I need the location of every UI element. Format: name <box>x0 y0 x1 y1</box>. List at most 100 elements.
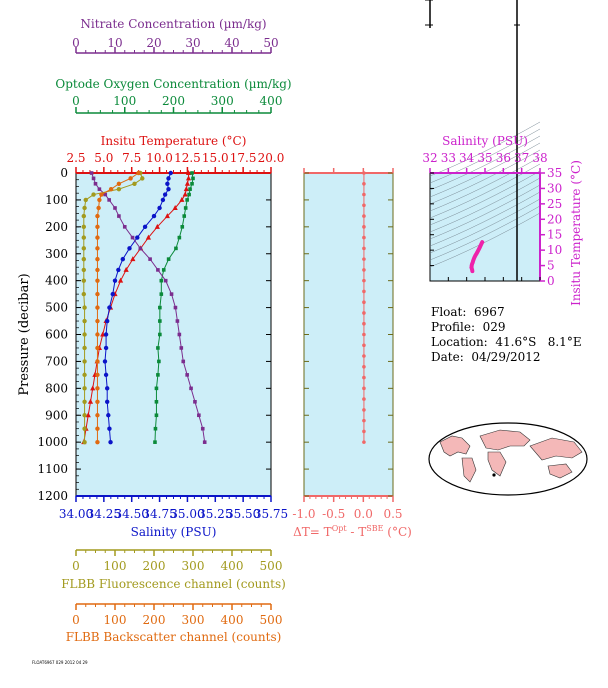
nitrate-point <box>202 440 207 444</box>
temperature-tick-label: 7.5 <box>122 151 141 165</box>
nitrate-tick-label: 50 <box>263 36 278 50</box>
salinity-tick-label: 35.00 <box>170 507 204 521</box>
fluorescence-point <box>82 305 87 310</box>
salinity-point <box>165 181 170 186</box>
fluorescence-point <box>132 181 137 186</box>
ts-point <box>477 246 482 250</box>
oxygen-point <box>180 225 185 229</box>
temperature-point <box>130 256 136 262</box>
world-map <box>428 422 588 496</box>
ts-temperature-tick-label: 5 <box>547 259 555 273</box>
nitrate-point <box>197 413 201 418</box>
ts-salinity-axis-label: Salinity (PSU) <box>442 134 528 148</box>
salinity-point <box>151 213 157 219</box>
ts-point <box>479 242 483 246</box>
salinity-point <box>105 386 110 391</box>
ts-temperature-axis-label: Insitu Temperature (°C) <box>569 160 583 306</box>
delta-t-point <box>362 268 366 272</box>
backscatter-point <box>95 426 100 431</box>
backscatter-point <box>95 318 100 324</box>
nitrate-point <box>163 278 168 283</box>
ts-density-contours <box>429 121 541 268</box>
pressure-tick-label: 1200 <box>37 489 68 503</box>
salinity-point <box>107 426 112 431</box>
salinity-tick-label: 34.75 <box>142 507 176 521</box>
delta-t-point <box>362 311 366 315</box>
temperature-point <box>154 223 160 229</box>
oxygen-point <box>159 292 164 296</box>
backscatter-point <box>95 439 100 445</box>
nitrate-point <box>189 386 193 391</box>
delta-t-tick-label: 0.0 <box>354 507 373 521</box>
delta-t-point <box>362 332 366 337</box>
backscatter-point <box>116 181 122 186</box>
oxygen-point <box>177 235 182 240</box>
pressure-tick-label: 600 <box>45 328 68 342</box>
backscatter-axis-label: FLBB Backscatter channel (counts) <box>66 630 282 644</box>
ts-salinity-tick-label: 36 <box>496 151 511 165</box>
oxygen-point <box>191 176 195 181</box>
pressure-tick-label: 300 <box>45 247 68 261</box>
oxygen-point <box>154 399 159 404</box>
backscatter-point <box>95 291 100 297</box>
salinity-point <box>103 345 109 351</box>
salinity-tick-label: 34.00 <box>59 507 93 521</box>
fluorescence-point <box>82 426 87 431</box>
ts-salinity-tick-label: 32 <box>422 151 437 165</box>
oxygen-point <box>153 426 158 431</box>
density-contour <box>429 135 541 191</box>
pressure-tick-label: 400 <box>45 274 68 288</box>
ts-salinity-tick-label: 34 <box>459 151 475 165</box>
salinity-axis-label: Salinity (PSU) <box>131 525 217 539</box>
salinity-point <box>110 291 115 297</box>
map-landmass <box>461 457 477 483</box>
backscatter-point <box>95 305 100 310</box>
oxygen-tick-label: 0 <box>72 94 80 108</box>
delta-t-point <box>362 203 366 208</box>
map-landmass <box>547 463 573 479</box>
density-contour <box>429 205 541 261</box>
temperature-tick-label: 15.0 <box>202 151 229 165</box>
fluorescence-point <box>82 332 87 337</box>
delta-t-label-part: SBE <box>366 524 383 533</box>
ts-temperature-tick-label: 15 <box>547 228 562 242</box>
fluorescence-point <box>81 213 87 219</box>
fluorescence-tick-label: 0 <box>72 559 80 573</box>
salinity-point <box>106 413 111 418</box>
fluorescence-tick-label: 100 <box>104 559 127 573</box>
salinity-point <box>162 192 168 197</box>
fluorescence-point <box>116 186 122 192</box>
salinity-point <box>107 305 112 310</box>
delta-t-point <box>362 289 366 294</box>
density-contour <box>429 198 541 254</box>
nitrate-point <box>113 206 117 210</box>
fluorescence-point <box>81 291 87 297</box>
ts-temperature-tick-label: 30 <box>547 181 562 195</box>
backscatter-point <box>99 192 104 197</box>
oxygen-tick-label: 100 <box>113 94 136 108</box>
nitrate-point <box>103 192 108 197</box>
ts-series <box>469 240 485 274</box>
oxygen-point <box>153 440 157 444</box>
map-landmass <box>439 435 471 457</box>
ts-point <box>476 249 480 253</box>
backscatter-tick-label: 200 <box>143 613 166 627</box>
delta-t-point <box>362 192 366 197</box>
nitrate-point <box>200 426 205 431</box>
delta-t-point <box>362 418 366 423</box>
fluorescence-point <box>82 318 87 324</box>
pressure-tick-label: 1000 <box>37 435 68 449</box>
fluorescence-point <box>82 372 87 378</box>
fluorescence-point <box>83 197 88 203</box>
temperature-tick-label: 17.5 <box>230 151 257 165</box>
ts-plot-area <box>429 172 541 282</box>
salinity-point <box>112 278 118 283</box>
delta-t-axis-label: ΔT= TOpt - TSBE (°C) <box>293 524 412 539</box>
nitrate-point <box>89 171 94 175</box>
nitrate-point <box>175 319 180 323</box>
footer-label: FLOAT6967 029 2012 04 29 <box>32 660 88 665</box>
oxygen-point <box>183 206 188 210</box>
temperature-tick-label: 20.0 <box>258 151 285 165</box>
temperature-point <box>182 191 188 197</box>
